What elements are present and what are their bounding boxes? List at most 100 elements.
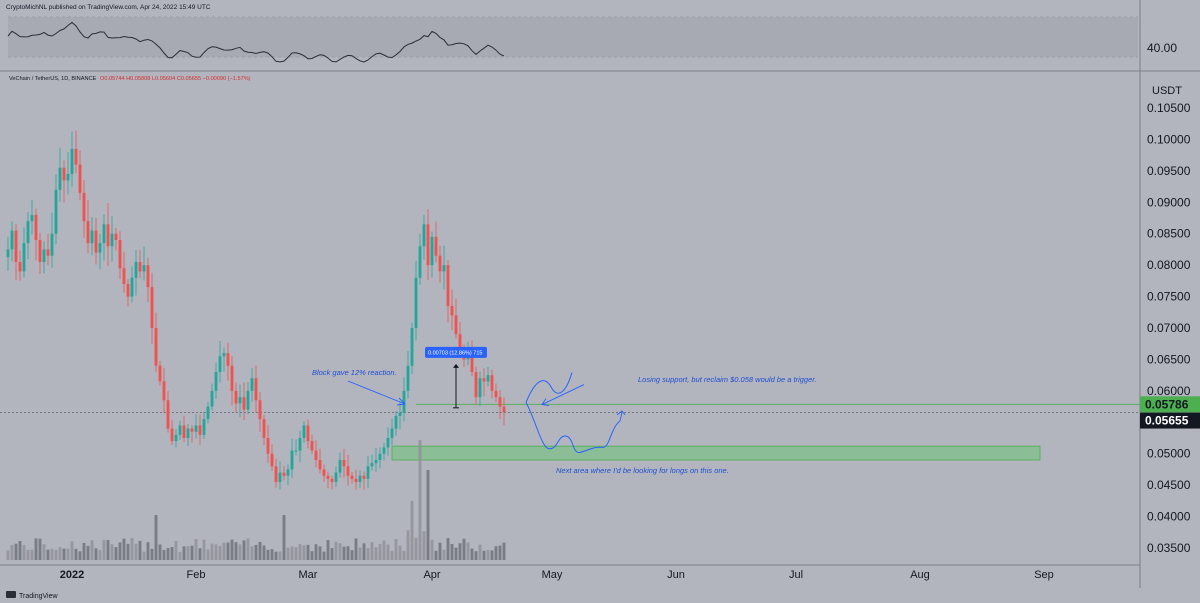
volume-bar — [406, 530, 410, 560]
annotation-losing-support: Losing support, but reclaim $0.058 would… — [638, 375, 817, 384]
candle-body — [386, 438, 390, 448]
candle-body — [438, 255, 442, 272]
candle-body — [174, 434, 178, 442]
demand-zone[interactable] — [391, 445, 1041, 461]
volume-bar — [114, 546, 118, 560]
volume-bar — [398, 545, 402, 560]
candle-body — [38, 240, 42, 262]
volume-bar — [138, 540, 142, 560]
candle-body — [198, 425, 202, 435]
volume-bar — [438, 542, 442, 560]
volume-bar — [210, 543, 214, 560]
volume-bar — [302, 545, 306, 560]
candle-body — [82, 192, 86, 222]
candle-body — [366, 466, 370, 479]
candle-body — [70, 148, 74, 174]
candle-body — [202, 419, 206, 435]
candle-body — [34, 214, 38, 240]
measure-tool[interactable]: 0.00703 (12.86%) 715 — [425, 346, 487, 409]
volume-bar — [158, 544, 162, 560]
candle-body — [50, 233, 54, 256]
time-tick-label: Feb — [187, 569, 206, 581]
volume-bar — [418, 440, 422, 560]
candle-body — [158, 365, 162, 382]
volume-bar — [486, 549, 490, 560]
reclaim-arrow — [616, 410, 626, 422]
volume-bar — [18, 541, 22, 560]
volume-bar — [38, 538, 42, 560]
candle-body — [258, 400, 262, 420]
time-tick-label: 2022 — [60, 569, 84, 581]
volume-bar — [174, 540, 178, 560]
volume-bar — [214, 544, 218, 560]
volume-bar — [310, 551, 314, 560]
time-scale[interactable]: 2022 Feb Mar Apr May Jun Jul Aug Sep — [60, 569, 1054, 581]
annotation-next-area: Next area where I'd be looking for longs… — [556, 466, 729, 475]
price-scale[interactable]: 0.10500 0.10000 0.09500 0.09000 0.08500 0.080… — [1147, 101, 1191, 555]
volume-bar — [386, 544, 390, 560]
volume-bar — [474, 551, 478, 560]
candle-body — [302, 425, 306, 438]
candle-body — [122, 268, 126, 284]
volume-bar — [30, 549, 34, 560]
volume-bar — [258, 541, 262, 560]
candle-body — [26, 221, 30, 244]
volume-bar — [286, 547, 290, 560]
indicator-band — [8, 17, 1138, 57]
candle-body — [58, 167, 62, 190]
volume-bar — [494, 546, 498, 560]
volume-bar — [182, 546, 186, 560]
projected-path — [525, 372, 621, 453]
volume-bar — [434, 550, 438, 560]
volume-bar — [322, 551, 326, 560]
last-price-badge: 0.05655 — [1140, 412, 1200, 429]
publisher-line: CryptoMichNL published on TradingView.co… — [6, 4, 211, 11]
candle-body — [194, 425, 198, 432]
measure-label-bg — [425, 346, 487, 358]
volume-bar — [50, 548, 54, 560]
candle-body — [354, 478, 358, 482]
candle-body — [206, 406, 210, 420]
candle-body — [334, 472, 338, 482]
candle-body — [394, 416, 398, 429]
candle-body — [270, 453, 274, 467]
volume-bar — [10, 544, 14, 560]
annotation-block-reaction: Block gave 12% reaction. — [312, 368, 397, 377]
volume-bar — [390, 550, 394, 560]
time-tick-label: May — [542, 569, 563, 581]
candle-body — [222, 353, 226, 357]
candle-body — [90, 230, 94, 244]
volume-bar — [298, 544, 302, 560]
candle-body — [342, 460, 346, 467]
candle-body — [242, 397, 246, 410]
candle-body — [338, 460, 342, 473]
indicator-line — [7, 21, 505, 63]
volume-bar — [354, 538, 358, 560]
candle-body — [114, 233, 118, 240]
volume-bar — [202, 539, 206, 560]
candle-body — [62, 167, 66, 181]
price-tick-label: 0.03500 — [1147, 541, 1191, 555]
candle-body — [310, 441, 314, 451]
candle-body — [426, 224, 430, 266]
candle-body — [474, 372, 478, 398]
volume-bar — [490, 550, 494, 560]
reclaim-price-badge-bg — [1140, 396, 1200, 413]
candle-body — [378, 453, 382, 460]
time-tick-label: Jun — [667, 569, 685, 581]
volume-bar — [134, 543, 138, 560]
candle-body — [290, 450, 294, 470]
candle-body — [146, 265, 150, 288]
legend-symbol: VeChain / TetherUS, 1D, BINANCE — [9, 76, 97, 82]
candle-body — [458, 334, 462, 354]
candle-body — [498, 397, 502, 407]
candle-body — [18, 262, 22, 272]
volume-bar — [370, 542, 374, 560]
candle-body — [86, 221, 90, 244]
candle-body — [230, 365, 234, 391]
candle-body — [186, 428, 190, 438]
volume-bar — [314, 544, 318, 560]
candle-body — [214, 372, 218, 391]
candle-body — [306, 425, 310, 442]
